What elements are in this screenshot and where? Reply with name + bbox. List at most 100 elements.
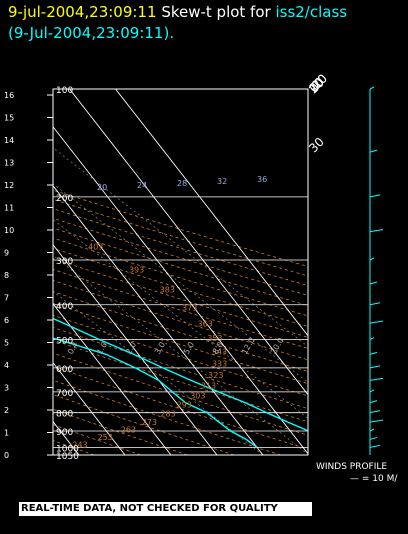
mixing-ratio-label: 5.0 [182,340,196,356]
plot-area [53,89,308,455]
mixing-ratio-label: 12.0 [240,336,257,356]
dry-adiabat-label: 253 [98,433,113,442]
dry-adiabat-label: 243 [72,440,87,449]
wind-barb [369,149,378,153]
isotherm [53,302,172,455]
height-tick-label: 1 [4,429,9,438]
pressure-tick-label: 1000 [56,444,79,454]
dry-adiabat [53,189,308,267]
trace-dewpoint [53,337,258,448]
wind-barb [369,86,375,90]
height-tick-label: 6 [4,316,9,325]
wind-barb [369,229,384,233]
height-tick-label: 13 [4,159,14,168]
dry-adiabat [53,408,188,455]
pressure-tick-label: 900 [56,428,73,438]
trace-temperature [53,317,308,432]
dry-adiabat-label: 283 [160,410,175,419]
height-tick-label: 15 [4,114,14,123]
wind-barb [369,436,378,440]
height-tick-label: 11 [4,204,14,213]
wind-barb [369,337,375,340]
height-tick-label: 7 [4,294,9,303]
height-tick-label: 2 [4,406,9,415]
theta-e-label: 36 [257,175,267,184]
height-tick-label: 9 [4,249,9,258]
quality-notice: REAL-TIME DATA, NOT CHECKED FOR QUALITY [19,502,312,516]
pressure-tick-label: 700 [56,389,73,399]
dry-adiabat-label: 323 [208,371,223,380]
dry-adiabat [53,366,308,450]
dry-adiabat-label: 303 [190,391,205,400]
title-station: iss2/class [275,3,348,21]
theta-e-label: 28 [177,179,187,188]
dry-adiabat-label: 353 [207,334,222,343]
title-plot-label: Skew-t plot for [161,3,271,21]
winds-profile-scale: — = 10 M/ [350,474,398,484]
wind-barb [369,400,378,404]
title-line-2: (9-Jul-2004,23:09:11). [8,24,175,42]
pressure-tick-label: 300 [56,257,73,267]
plot-border [52,88,309,456]
theta-e-label: 32 [217,177,227,186]
pressure-tick-label: 800 [56,410,73,420]
temperature-right-label: 30 [306,135,327,156]
isotherm [53,361,126,455]
dry-adiabat [53,208,308,287]
winds-profile-title: WINDS PROFILE [316,462,388,472]
height-tick-label: 14 [4,136,14,145]
height-tick-label: 12 [4,181,14,190]
wind-barb [369,257,375,261]
height-tick-label: 4 [4,361,9,370]
dry-adiabat-label: 313 [201,382,216,391]
dry-adiabat [53,339,308,423]
wind-barb [369,365,381,369]
height-tick-label: 10 [4,226,14,235]
pressure-tick-label: 1050 [56,452,79,462]
pressure-tick-label: 100 [56,86,73,96]
isotherm [115,89,308,337]
dry-adiabat-label: 403 [88,242,103,251]
dry-adiabat [53,227,308,307]
theta-e-label: 20 [97,183,107,192]
dry-adiabat [53,327,308,410]
wind-barb [369,389,375,393]
height-tick-label: 3 [4,384,9,393]
pressure-tick-label: 600 [56,365,73,375]
height-tick-label: 0 [4,451,9,460]
dry-adiabat-label: 273 [142,418,157,427]
height-tick-label: 5 [4,339,9,348]
mixing-ratio-label: 2.0 [124,340,138,356]
dry-adiabat [53,314,308,397]
wind-barb [369,320,384,324]
wind-barb [369,428,375,432]
height-tick-label: 8 [4,271,9,280]
dry-adiabat-label: 263 [121,426,136,435]
dry-adiabat-label: 363 [198,320,213,329]
isotherm [69,89,308,396]
isotherm [53,244,218,455]
wind-barb [369,194,381,198]
theta-e-label: 24 [137,181,147,190]
pressure-tick-label: 400 [56,302,73,312]
title-line-1: 9-jul-2004,23:09:11 Skew-t plot for iss2… [8,3,347,21]
height-tick-label: 16 [4,91,14,100]
wind-barb [369,419,384,423]
dry-adiabat-label: 333 [212,360,227,369]
mixing-ratio-line [53,147,308,348]
pressure-tick-label: 500 [56,337,73,347]
wind-barb [369,410,381,414]
dry-adiabat-label: 293 [177,401,192,410]
dry-adiabat-label: 383 [160,286,175,295]
dry-adiabat [53,379,281,455]
wind-barb [369,351,378,355]
dry-adiabat-label: 343 [212,347,227,356]
title-datetime: 9-jul-2004,23:09:11 [8,3,157,21]
isotherm [53,126,308,455]
dry-adiabat-label: 393 [129,265,144,274]
dry-adiabat [53,424,141,455]
wind-barb [369,302,381,306]
wind-barb [369,281,378,285]
mixing-ratio-label: 20.0 [269,336,286,356]
